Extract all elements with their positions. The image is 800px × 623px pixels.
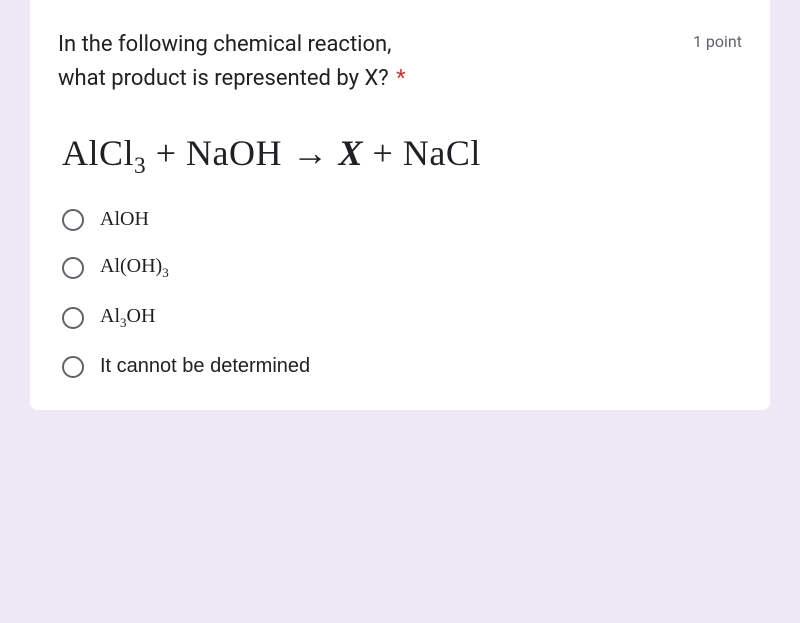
option-b[interactable]: Al(OH)3 xyxy=(62,255,742,281)
question-card: In the following chemical reaction, what… xyxy=(30,0,770,410)
question-text: In the following chemical reaction, what… xyxy=(58,28,406,96)
option-a-text: AlOH xyxy=(100,208,149,230)
plus2: + xyxy=(363,133,403,173)
question-line1: In the following chemical reaction, xyxy=(58,32,392,57)
radio-icon[interactable] xyxy=(62,307,84,329)
radio-icon[interactable] xyxy=(62,356,84,378)
points-label: 1 point xyxy=(693,32,742,51)
radio-icon[interactable] xyxy=(62,257,84,279)
arrow-icon: → xyxy=(292,133,329,173)
option-c-text2: OH xyxy=(127,305,156,327)
radio-icon[interactable] xyxy=(62,209,84,231)
option-a-label: AlOH xyxy=(100,208,149,231)
chemical-equation: AlCl3 + NaOH→X + NaCl xyxy=(58,132,742,180)
option-a[interactable]: AlOH xyxy=(62,208,742,231)
options-list: AlOH Al(OH)3 Al3OH It cannot be determin… xyxy=(58,208,742,378)
reactant1: AlCl xyxy=(62,133,134,173)
required-marker: * xyxy=(396,66,405,91)
option-d[interactable]: It cannot be determined xyxy=(62,355,742,378)
question-header: In the following chemical reaction, what… xyxy=(58,28,742,96)
product2: NaCl xyxy=(403,133,481,173)
option-b-text: Al(OH) xyxy=(100,255,162,277)
reactant2: NaOH xyxy=(186,133,282,173)
option-b-sub: 3 xyxy=(162,265,169,280)
option-c-text1: Al xyxy=(100,305,120,327)
option-c[interactable]: Al3OH xyxy=(62,305,742,331)
plus1: + xyxy=(146,133,186,173)
product-x: X xyxy=(339,133,364,173)
option-c-label: Al3OH xyxy=(100,305,155,331)
option-b-label: Al(OH)3 xyxy=(100,255,169,281)
reactant1-sub: 3 xyxy=(134,153,146,179)
question-line2: what product is represented by X? xyxy=(58,66,389,91)
option-d-label: It cannot be determined xyxy=(100,355,310,378)
